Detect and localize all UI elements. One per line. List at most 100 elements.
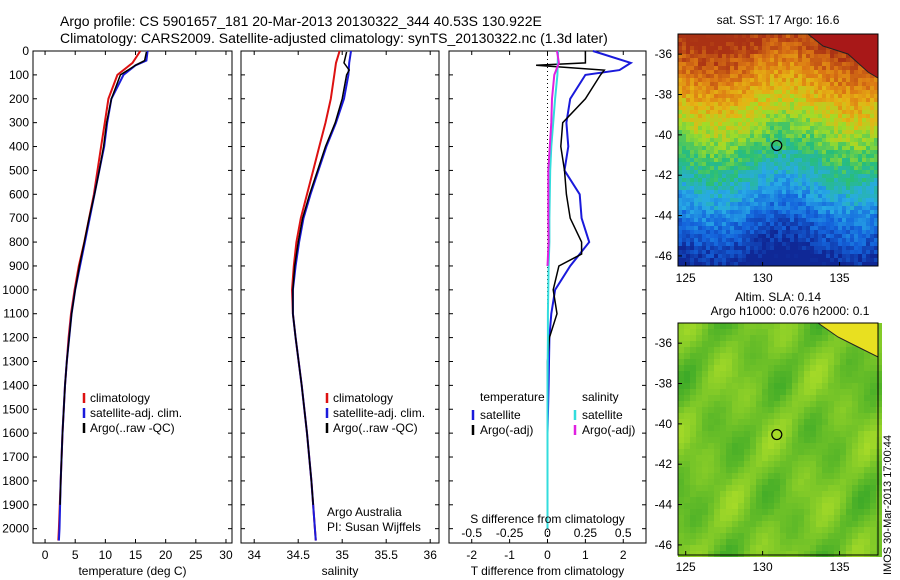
map-cell bbox=[818, 126, 822, 130]
map-cell bbox=[738, 461, 744, 467]
map-cell bbox=[682, 102, 686, 106]
map-cell bbox=[758, 42, 762, 46]
map-cell bbox=[722, 146, 726, 150]
map-cell bbox=[792, 527, 798, 533]
map-cell bbox=[818, 154, 822, 158]
map-cell bbox=[862, 210, 866, 214]
map-cell bbox=[732, 395, 738, 401]
map-cell bbox=[806, 138, 810, 142]
map-cell bbox=[690, 174, 694, 178]
map-cell bbox=[714, 401, 720, 407]
map-cell bbox=[854, 242, 858, 246]
map-cell bbox=[794, 142, 798, 146]
map-cell bbox=[690, 242, 694, 246]
map-cell bbox=[874, 130, 878, 134]
map-cell bbox=[750, 258, 754, 262]
map-cell bbox=[710, 198, 714, 202]
map-cell bbox=[846, 178, 850, 182]
map-cell bbox=[762, 218, 766, 222]
map-cell bbox=[722, 262, 726, 266]
map-cell bbox=[694, 114, 698, 118]
map-cell bbox=[822, 118, 826, 122]
map-cell bbox=[678, 503, 684, 509]
map-cell bbox=[714, 42, 718, 46]
map-cell bbox=[742, 222, 746, 226]
map-cell bbox=[684, 527, 690, 533]
map-cell bbox=[806, 190, 810, 194]
map-cell bbox=[794, 246, 798, 250]
map-cell bbox=[858, 419, 864, 425]
depth-tick-label: 1100 bbox=[3, 307, 29, 321]
map-cell bbox=[696, 515, 702, 521]
map-cell bbox=[746, 206, 750, 210]
map-cell bbox=[714, 142, 718, 146]
map-cell bbox=[754, 146, 758, 150]
map-cell bbox=[766, 118, 770, 122]
map-cell bbox=[698, 74, 702, 78]
map-cell bbox=[738, 341, 744, 347]
map-cell bbox=[694, 186, 698, 190]
map-cell bbox=[702, 539, 708, 545]
map-cell bbox=[738, 74, 742, 78]
map-cell bbox=[744, 491, 750, 497]
map-cell bbox=[738, 42, 742, 46]
map-cell bbox=[682, 90, 686, 94]
map-cell bbox=[698, 46, 702, 50]
map-cell bbox=[830, 234, 834, 238]
map-cell bbox=[730, 246, 734, 250]
map-cell bbox=[846, 174, 850, 178]
map-cell bbox=[802, 66, 806, 70]
map-cell bbox=[816, 407, 822, 413]
map-cell bbox=[822, 377, 828, 383]
map-cell bbox=[862, 170, 866, 174]
map-cell bbox=[746, 94, 750, 98]
map-cell bbox=[762, 419, 768, 425]
map-cell bbox=[726, 94, 730, 98]
map-cell bbox=[822, 82, 826, 86]
map-cell bbox=[762, 254, 766, 258]
map-cell bbox=[830, 170, 834, 174]
map-cell bbox=[840, 515, 846, 521]
map-cell bbox=[850, 242, 854, 246]
map-cell bbox=[876, 329, 882, 335]
map-cell bbox=[690, 186, 694, 190]
map-cell bbox=[794, 122, 798, 126]
map-cell bbox=[874, 250, 878, 254]
map-cell bbox=[854, 226, 858, 230]
map-cell bbox=[710, 206, 714, 210]
map-cell bbox=[758, 230, 762, 234]
map-cell bbox=[846, 142, 850, 146]
map-cell bbox=[810, 503, 816, 509]
map-cell bbox=[708, 353, 714, 359]
map-cell bbox=[690, 190, 694, 194]
map-cell bbox=[722, 150, 726, 154]
map-cell bbox=[806, 210, 810, 214]
map-cell bbox=[708, 329, 714, 335]
map-cell bbox=[862, 234, 866, 238]
map-cell bbox=[798, 503, 804, 509]
map-cell bbox=[854, 146, 858, 150]
map-cell bbox=[708, 383, 714, 389]
map-cell bbox=[816, 521, 822, 527]
map-cell bbox=[768, 443, 774, 449]
map-cell bbox=[750, 114, 754, 118]
map-cell bbox=[806, 74, 810, 78]
map-cell bbox=[850, 258, 854, 262]
map-cell bbox=[678, 395, 684, 401]
map-cell bbox=[706, 106, 710, 110]
map-cell bbox=[866, 126, 870, 130]
map-cell bbox=[710, 154, 714, 158]
map-cell bbox=[794, 190, 798, 194]
map-cell bbox=[786, 178, 790, 182]
map-cell bbox=[874, 190, 878, 194]
map-cell bbox=[840, 341, 846, 347]
map-cell bbox=[782, 42, 786, 46]
map-cell bbox=[798, 467, 804, 473]
map-cell bbox=[854, 66, 858, 70]
map-cell bbox=[686, 254, 690, 258]
map-cell bbox=[846, 455, 852, 461]
map-cell bbox=[686, 210, 690, 214]
map-cell bbox=[698, 226, 702, 230]
map-cell bbox=[842, 66, 846, 70]
map-cell bbox=[792, 497, 798, 503]
